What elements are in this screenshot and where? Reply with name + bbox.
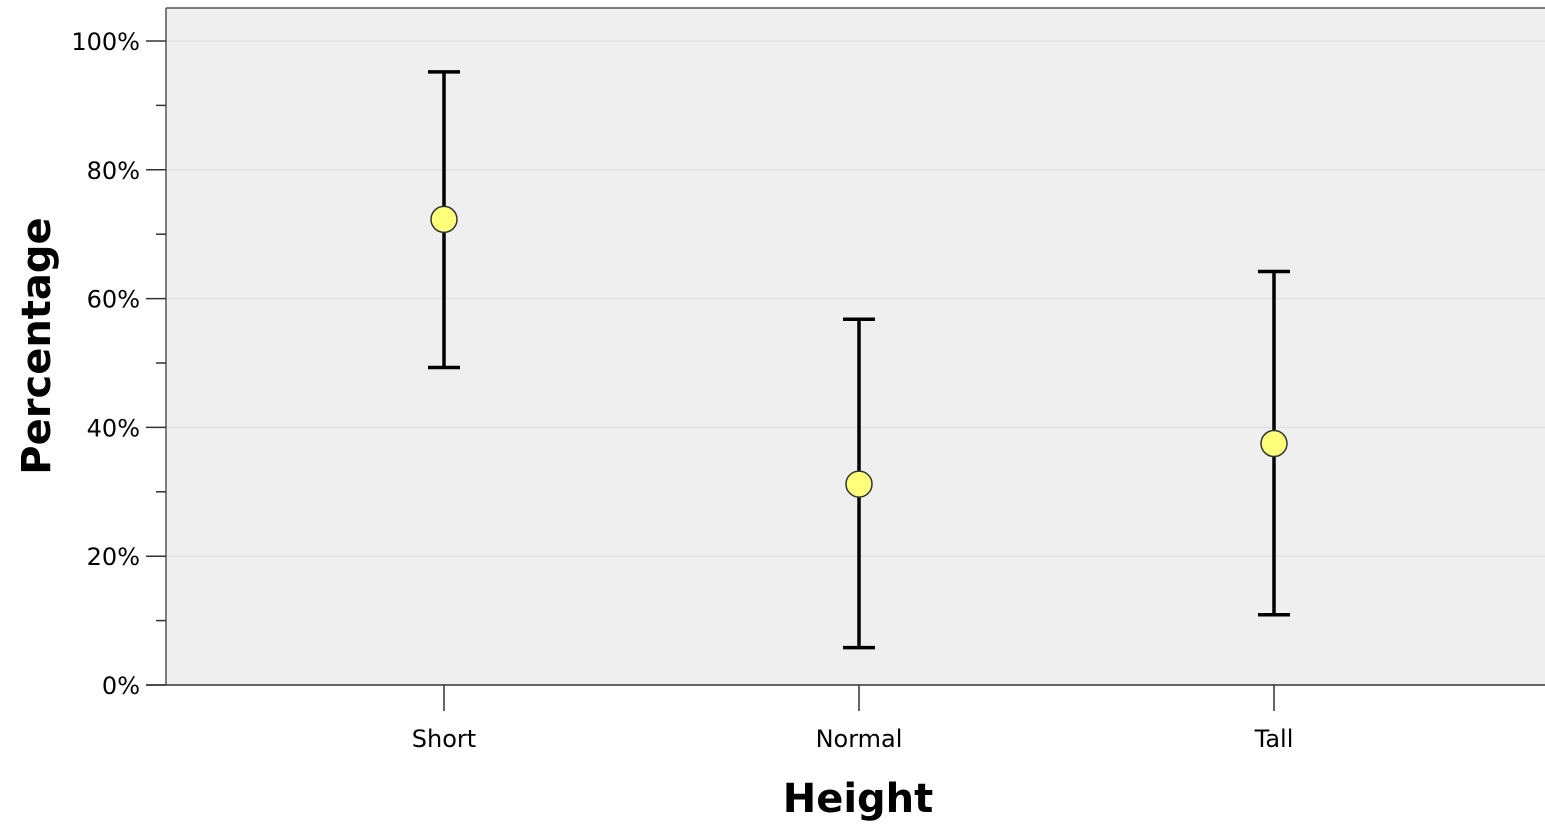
data-marks	[428, 70, 1290, 650]
y-axis-title: Percentage	[14, 217, 60, 474]
x-axis-title: Height	[783, 776, 934, 822]
error-bar-group	[1258, 269, 1290, 617]
plot-area	[166, 8, 1545, 685]
mean-point	[1260, 429, 1288, 458]
error-bar-group	[428, 70, 460, 370]
x-tick-label: Normal	[816, 725, 903, 753]
y-tick-label: 20%	[87, 543, 140, 571]
gridlines	[166, 40, 1545, 557]
error-bar-group	[843, 317, 875, 650]
y-tick-label: 80%	[87, 157, 140, 185]
y-tick-label: 0%	[102, 672, 140, 700]
x-tick-label: Tall	[1254, 725, 1294, 753]
y-tick-label: 100%	[71, 28, 140, 56]
x-tick-label: Short	[412, 725, 476, 753]
mean-point	[845, 470, 873, 498]
axes: 0% 20% 40% 60% 80% 100% Short Normal Tall	[71, 7, 1545, 753]
y-tick-label: 60%	[87, 286, 140, 314]
y-tick-label: 40%	[87, 414, 140, 442]
mean-point	[430, 205, 458, 234]
